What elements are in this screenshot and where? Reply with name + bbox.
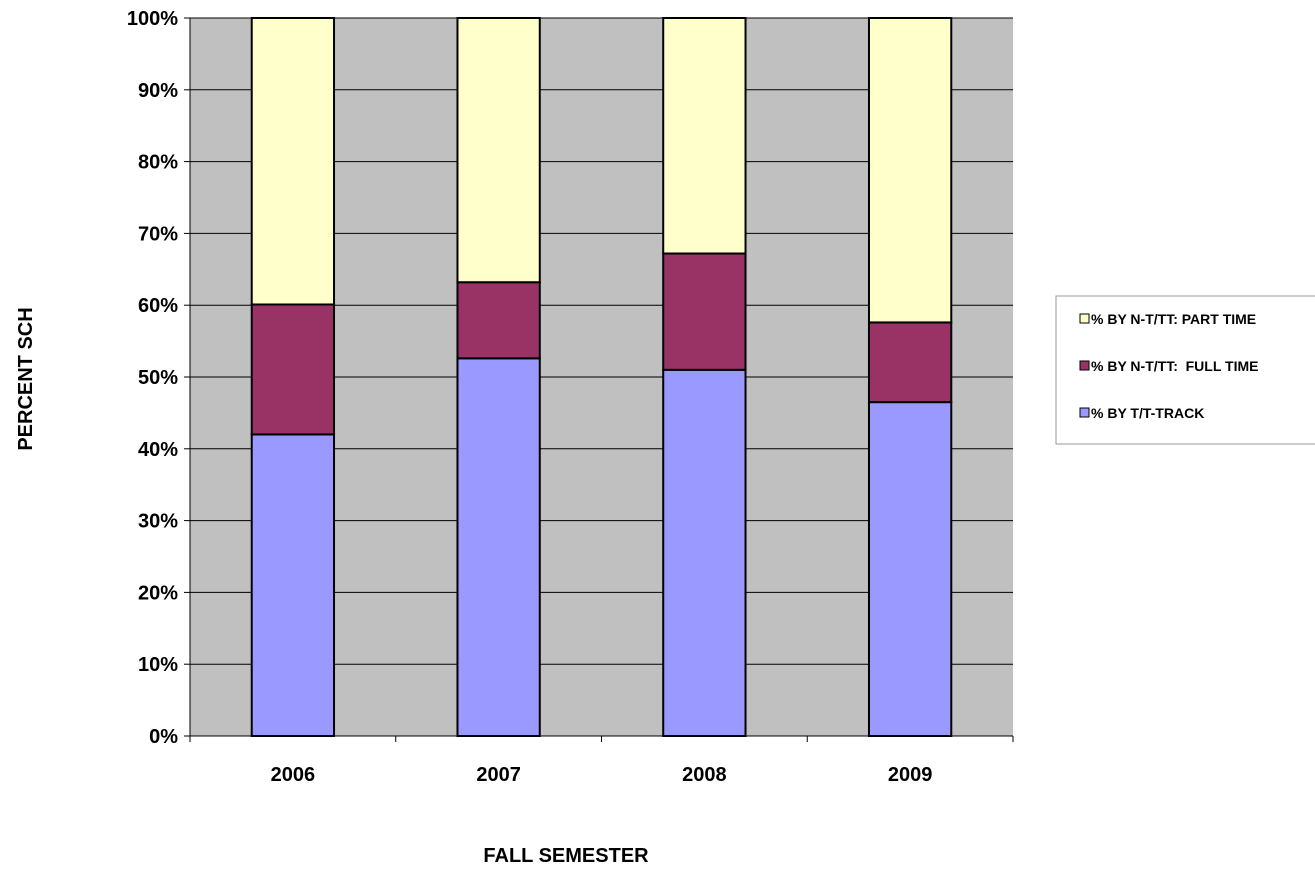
legend-swatch: [1079, 360, 1090, 371]
axes: [184, 17, 1014, 742]
y-tick-label: 0%: [149, 726, 178, 748]
y-axis-title: PERCENT SCH: [15, 307, 37, 450]
y-tick-labels: 0% 10% 20% 30% 40% 50% 60% 70% 80% 90% 100%: [127, 8, 178, 748]
bars: [250, 17, 953, 737]
x-tick-label: 2008: [682, 764, 727, 786]
y-tick-label: 20%: [138, 582, 178, 604]
x-axis-title: FALL SEMESTER: [483, 845, 649, 867]
y-tick-label: 70%: [138, 223, 178, 245]
x-tick-label: 2009: [888, 764, 933, 786]
bar-segment: [250, 433, 336, 737]
y-tick-label: 80%: [138, 152, 178, 174]
y-tick-label: 90%: [138, 80, 178, 102]
bar-segment: [456, 17, 541, 284]
bar-segment: [867, 321, 953, 404]
x-tick-label: 2006: [271, 764, 316, 786]
y-tick-label: 100%: [127, 8, 178, 30]
bar-segment: [662, 252, 747, 371]
y-tick-label: 50%: [138, 367, 178, 389]
bar-segment: [867, 17, 953, 324]
x-tick-label: 2007: [476, 764, 521, 786]
bar-segment: [250, 303, 336, 436]
bar-segment: [250, 17, 336, 306]
y-tick-label: 60%: [138, 295, 178, 317]
legend-box: [1055, 295, 1315, 445]
legend-swatch: [1079, 407, 1090, 418]
bar-segment: [456, 281, 541, 360]
legend-label: % BY N-T/TT: FULL TIME: [1091, 358, 1258, 374]
legend: % BY N-T/TT: PART TIME % BY N-T/TT: FULL …: [1055, 295, 1315, 445]
bar-segment: [662, 368, 747, 737]
y-tick-label: 10%: [138, 654, 178, 676]
bar-segment: [867, 401, 953, 737]
x-tick-labels: 2006 2007 2008 2009: [271, 764, 933, 786]
bar-segment: [662, 17, 747, 255]
y-tick-label: 30%: [138, 511, 178, 533]
legend-label: % BY T/T-TRACK: [1091, 405, 1204, 421]
legend-label: % BY N-T/TT: PART TIME: [1091, 311, 1256, 327]
y-tick-label: 40%: [138, 439, 178, 461]
legend-swatch: [1079, 313, 1090, 324]
bar-segment: [456, 357, 541, 737]
